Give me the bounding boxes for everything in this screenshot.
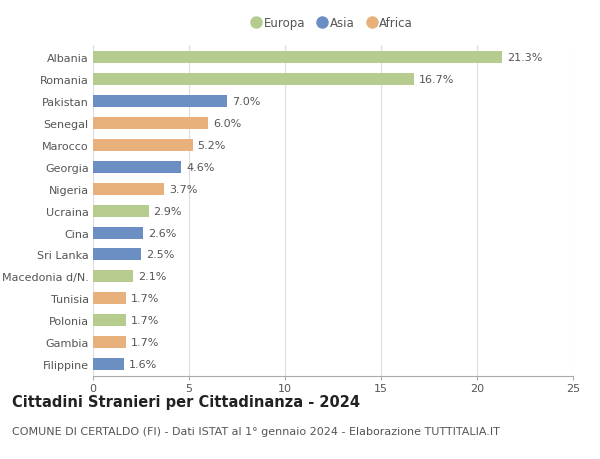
Bar <box>93 227 143 239</box>
Text: 1.7%: 1.7% <box>130 337 159 347</box>
Text: 5.2%: 5.2% <box>197 140 226 151</box>
Bar <box>93 358 124 370</box>
Text: 2.6%: 2.6% <box>148 228 176 238</box>
Bar <box>93 162 181 174</box>
Bar <box>93 336 125 348</box>
Text: Cittadini Stranieri per Cittadinanza - 2024: Cittadini Stranieri per Cittadinanza - 2… <box>12 394 360 409</box>
Text: 7.0%: 7.0% <box>232 97 260 106</box>
Legend: Europa, Asia, Africa: Europa, Asia, Africa <box>250 14 416 34</box>
Text: 4.6%: 4.6% <box>186 162 214 173</box>
Text: 1.7%: 1.7% <box>130 294 159 304</box>
Text: 16.7%: 16.7% <box>418 75 454 85</box>
Text: 6.0%: 6.0% <box>213 118 241 129</box>
Text: 2.1%: 2.1% <box>138 272 166 282</box>
Text: 2.5%: 2.5% <box>146 250 174 260</box>
Bar <box>93 52 502 64</box>
Text: 1.7%: 1.7% <box>130 316 159 325</box>
Bar <box>93 140 193 151</box>
Text: COMUNE DI CERTALDO (FI) - Dati ISTAT al 1° gennaio 2024 - Elaborazione TUTTITALI: COMUNE DI CERTALDO (FI) - Dati ISTAT al … <box>12 426 500 436</box>
Bar <box>93 314 125 327</box>
Text: 3.7%: 3.7% <box>169 184 197 194</box>
Bar <box>93 118 208 129</box>
Bar <box>93 183 164 195</box>
Text: 21.3%: 21.3% <box>507 53 542 63</box>
Bar <box>93 205 149 217</box>
Bar <box>93 293 125 305</box>
Bar <box>93 95 227 108</box>
Bar <box>93 74 413 86</box>
Bar <box>93 271 133 283</box>
Text: 2.9%: 2.9% <box>154 206 182 216</box>
Text: 1.6%: 1.6% <box>128 359 157 369</box>
Bar <box>93 249 141 261</box>
